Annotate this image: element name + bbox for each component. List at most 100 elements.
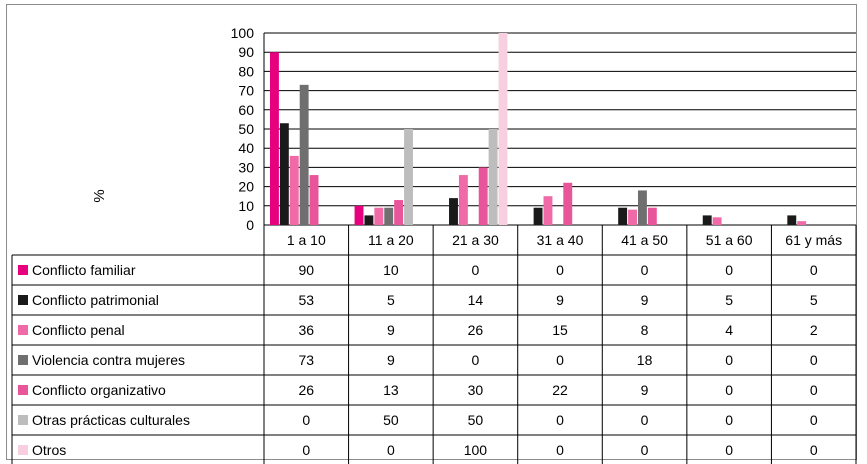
data-cell: 5	[810, 292, 818, 308]
series-label: Conflicto familiar	[32, 262, 136, 278]
data-cell: 0	[725, 442, 733, 458]
legend-swatch	[18, 415, 28, 425]
data-cell: 0	[472, 262, 480, 278]
data-cell: 5	[725, 292, 733, 308]
y-axis-label: %	[91, 189, 108, 202]
data-cell: 0	[641, 442, 649, 458]
legend-swatch	[18, 445, 28, 455]
data-cell: 0	[810, 262, 818, 278]
bar	[797, 221, 807, 225]
category-label: 51 a 60	[706, 232, 753, 248]
data-cell: 9	[641, 382, 649, 398]
y-tick-label: 50	[238, 121, 254, 137]
data-cell: 22	[552, 382, 568, 398]
data-cell: 50	[383, 412, 399, 428]
y-tick-label: 10	[238, 198, 254, 214]
data-cell: 0	[641, 412, 649, 428]
bar	[637, 190, 647, 225]
bar	[628, 209, 637, 225]
data-cell: 0	[387, 442, 395, 458]
series-label: Conflicto patrimonial	[32, 292, 159, 308]
series-label: Otras prácticas culturales	[32, 412, 190, 428]
bar	[712, 217, 722, 225]
data-cell: 13	[383, 382, 399, 398]
data-cell: 100	[464, 442, 488, 458]
legend-swatch	[18, 385, 28, 395]
data-cell: 0	[810, 352, 818, 368]
y-tick-label: 20	[238, 179, 254, 195]
data-cell: 18	[637, 352, 653, 368]
data-cell: 4	[725, 322, 733, 338]
bar	[374, 207, 384, 225]
bar	[618, 207, 628, 225]
legend-swatch	[18, 355, 28, 365]
data-cell: 0	[556, 412, 564, 428]
bar	[289, 155, 299, 225]
data-cell: 50	[468, 412, 484, 428]
y-tick-label: 80	[238, 63, 254, 79]
data-cell: 0	[725, 382, 733, 398]
y-tick-label: 30	[238, 159, 254, 175]
data-cell: 8	[641, 322, 649, 338]
bar	[488, 129, 498, 225]
data-cell: 0	[725, 262, 733, 278]
data-cell: 0	[472, 352, 480, 368]
y-tick-label: 0	[246, 217, 254, 233]
data-cell: 53	[298, 292, 314, 308]
bar	[364, 215, 374, 225]
category-label: 21 a 30	[452, 232, 499, 248]
bar	[533, 207, 543, 225]
y-tick-label: 40	[238, 140, 254, 156]
bar	[702, 215, 712, 225]
legend-swatch	[18, 265, 28, 275]
category-label: 1 a 10	[287, 232, 326, 248]
y-tick-label: 100	[231, 25, 255, 41]
data-cell: 26	[298, 382, 314, 398]
legend-swatch	[18, 295, 28, 305]
data-cell: 0	[810, 442, 818, 458]
data-cell: 0	[725, 352, 733, 368]
data-cell: 0	[302, 442, 310, 458]
bar	[543, 196, 553, 225]
data-cell: 5	[387, 292, 395, 308]
data-cell: 0	[810, 412, 818, 428]
category-label: 31 a 40	[537, 232, 584, 248]
series-label: Conflicto organizativo	[32, 382, 166, 398]
y-tick-label: 90	[238, 44, 254, 60]
data-cell: 73	[298, 352, 314, 368]
y-tick-label: 70	[238, 83, 254, 99]
y-tick-label: 60	[238, 102, 254, 118]
bar	[404, 129, 413, 225]
bar	[458, 175, 468, 225]
series-label: Violencia contra mujeres	[32, 352, 185, 368]
data-cell: 36	[298, 322, 314, 338]
bar	[309, 175, 319, 225]
bar	[354, 205, 364, 225]
series-label: Otros	[32, 442, 66, 458]
data-cell: 14	[468, 292, 484, 308]
bar	[384, 207, 394, 225]
data-cell: 10	[383, 262, 399, 278]
data-cell: 90	[298, 262, 314, 278]
data-cell: 9	[387, 322, 395, 338]
data-cell: 0	[556, 262, 564, 278]
bar	[449, 198, 458, 225]
category-label: 61 y más	[785, 232, 842, 248]
bar	[498, 33, 508, 225]
data-cell: 30	[468, 382, 484, 398]
data-cell: 0	[302, 412, 310, 428]
data-cell: 15	[552, 322, 568, 338]
bar	[270, 52, 279, 226]
data-cell: 0	[556, 442, 564, 458]
bar	[394, 200, 404, 225]
data-cell: 2	[810, 322, 818, 338]
bar	[787, 215, 797, 225]
legend-swatch	[18, 325, 28, 335]
data-cell: 9	[556, 292, 564, 308]
bar	[647, 207, 657, 225]
data-cell: 0	[641, 262, 649, 278]
category-label: 41 a 50	[621, 232, 668, 248]
series-label: Conflicto penal	[32, 322, 125, 338]
bar	[299, 84, 309, 225]
